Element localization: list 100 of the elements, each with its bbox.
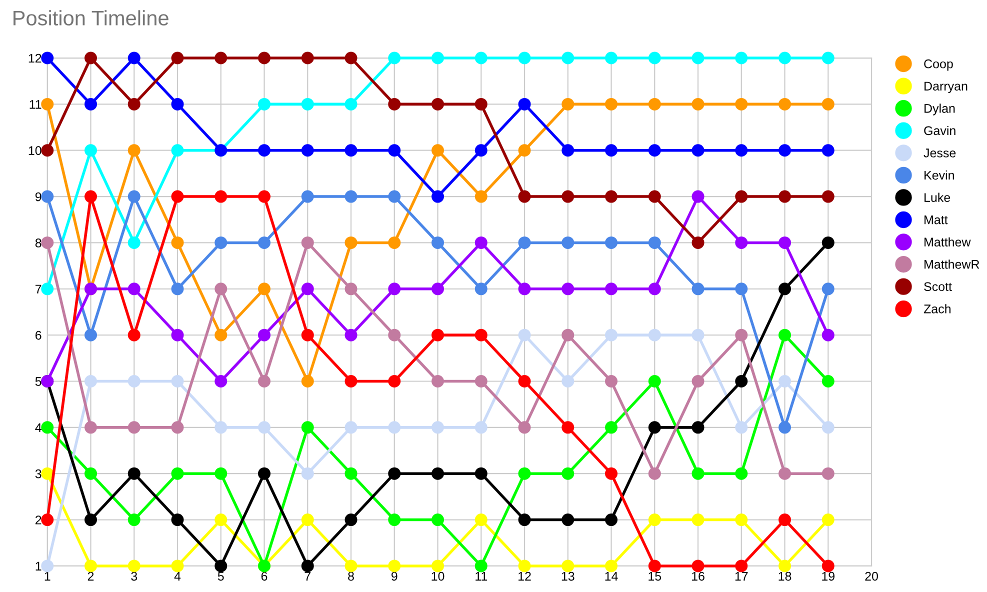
point [735,514,748,526]
point [648,328,661,342]
point [301,560,314,572]
point [648,375,661,388]
point [518,98,531,110]
x-tick-label: 2 [88,572,94,581]
point [41,467,54,480]
y-tick-label: 11 [30,100,42,109]
point [128,144,140,157]
point [474,52,488,64]
point [41,52,54,64]
point [562,375,574,388]
point [258,144,271,157]
point [171,236,184,249]
point [214,236,228,249]
point [735,98,748,110]
legend-label: Luke [924,192,950,202]
point [128,190,140,203]
point [692,560,704,572]
point [518,328,531,342]
point [692,375,704,388]
point [822,98,834,110]
x-tick-label: 12 [518,572,531,581]
point [474,560,488,572]
point [648,236,661,249]
point [648,144,661,157]
y-tick-label: 4 [35,423,42,432]
point [605,375,618,388]
point [692,52,704,64]
point [388,560,401,572]
point [84,328,98,342]
point [432,467,444,480]
point [301,236,314,249]
point [84,144,98,157]
point [84,560,98,572]
point [474,328,488,342]
point [648,560,661,572]
y-tick-label: 8 [35,238,42,248]
point [605,190,618,203]
point [84,98,98,110]
point [605,144,618,157]
point [171,328,184,342]
point [388,514,401,526]
point [41,144,54,157]
legend-label: Zach [924,304,950,314]
point [388,190,401,203]
point [128,282,140,296]
point [171,190,184,203]
point [41,236,54,249]
point [301,328,314,342]
point [562,467,574,480]
point [518,144,531,157]
point [474,236,488,249]
point [128,52,140,64]
point [562,514,574,526]
point [128,467,140,480]
point [778,328,792,342]
point [432,421,444,434]
legend-label: Gavin [924,126,956,136]
point [562,144,574,157]
point [301,421,314,434]
point [214,282,228,296]
point [474,421,488,434]
point [822,328,834,342]
point [388,467,401,480]
point [692,421,704,434]
point [432,144,444,157]
x-tick-label: 13 [562,572,574,581]
point [344,421,358,434]
point [778,236,792,249]
point [605,467,618,480]
point [692,514,704,526]
point [648,190,661,203]
point [388,236,401,249]
point [344,514,358,526]
point [474,467,488,480]
y-tick-label: 12 [28,54,42,63]
point [778,282,792,296]
point [258,328,271,342]
point [474,375,488,388]
point [344,144,358,157]
point [518,421,531,434]
point [214,328,228,342]
x-tick-label: 7 [304,572,310,581]
point [128,375,140,388]
y-tick-label: 1 [36,562,42,570]
point [648,467,661,480]
point [822,144,834,157]
point [41,282,54,296]
point [301,467,314,480]
point [822,421,834,434]
point [41,514,54,526]
x-tick-label: 14 [605,572,618,581]
point [388,421,401,434]
y-tick-label: 10 [28,146,42,156]
point [214,467,228,480]
point [171,467,184,480]
point [432,560,444,572]
point [344,375,358,388]
point [432,282,444,296]
